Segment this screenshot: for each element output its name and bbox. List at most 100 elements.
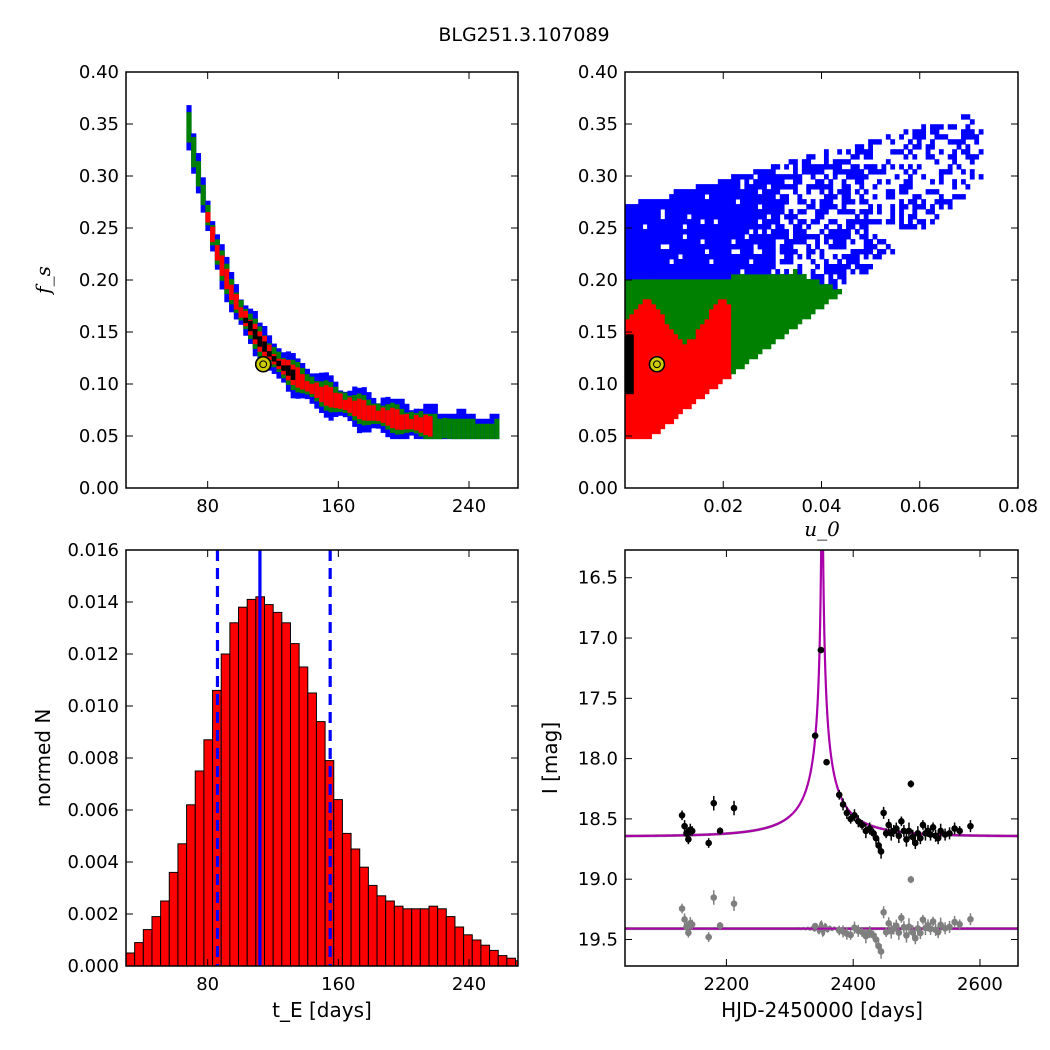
heatmap-cell-blue <box>651 199 657 205</box>
heatmap-cell-red <box>678 373 683 380</box>
heatmap-cell-green <box>713 278 719 285</box>
heatmap-cell-red <box>290 379 296 386</box>
heatmap-cell-blue <box>859 174 865 180</box>
heatmap-cell-blue <box>828 264 834 270</box>
heatmap-cell-green <box>766 303 772 310</box>
heatmap-cell-blue <box>722 189 728 195</box>
heatmap-cell-blue <box>793 229 798 235</box>
heatmap-cell-blue <box>629 273 635 280</box>
heatmap-cell-blue <box>846 184 851 190</box>
heatmap-cell-green <box>793 323 798 330</box>
heatmap-cell-green <box>629 288 635 295</box>
heatmap-cell-blue <box>938 174 944 180</box>
residual-point <box>811 922 819 930</box>
heatmap-cell-red <box>647 323 652 330</box>
fs-u0-heatmap <box>625 114 984 440</box>
heatmap-cell-blue <box>748 199 754 205</box>
heatmap-cell-blue <box>722 204 728 210</box>
heatmap-cell-blue <box>695 264 701 270</box>
histogram-bar <box>186 804 196 966</box>
heatmap-cell-green <box>682 288 688 295</box>
heatmap-cell-red <box>394 409 400 415</box>
heatmap-cell-blue <box>819 209 825 215</box>
heatmap-cell-red <box>664 353 670 360</box>
heatmap-cell-blue <box>938 199 944 205</box>
heatmap-cell-green <box>797 303 803 310</box>
heatmap-cell-blue <box>775 184 781 190</box>
heatmap-cell-red <box>678 353 683 360</box>
heatmap-cell-red <box>356 398 363 405</box>
heatmap-cell-blue <box>815 179 820 185</box>
heatmap-cell-blue <box>669 209 675 215</box>
heatmap-cell-blue <box>925 144 931 150</box>
histogram-bar <box>264 604 274 966</box>
heatmap-cell-blue <box>633 229 639 235</box>
residual-point <box>877 948 885 955</box>
heatmap-cell-black <box>271 356 277 362</box>
heatmap-cell-red <box>338 393 344 399</box>
heatmap-cell-blue <box>766 244 772 250</box>
heatmap-cell-red <box>655 423 661 430</box>
heatmap-cell-black <box>290 374 296 380</box>
heatmap-cell-green <box>731 273 736 280</box>
heatmap-cell-green <box>797 283 803 290</box>
heatmap-cell-blue <box>722 273 728 280</box>
heatmap-cell-blue <box>938 169 944 175</box>
heatmap-cell-blue <box>779 194 785 200</box>
heatmap-cell-blue <box>651 219 657 225</box>
residual-point <box>967 915 974 923</box>
heatmap-cell-red <box>660 348 666 355</box>
heatmap-cell-blue <box>801 209 807 215</box>
heatmap-cell-blue <box>717 259 723 265</box>
heatmap-cell-blue <box>695 184 701 190</box>
heatmap-cell-blue <box>651 234 657 240</box>
residual-point <box>956 920 963 928</box>
heatmap-cell-blue <box>726 259 732 265</box>
heatmap-cell-blue <box>726 244 732 250</box>
heatmap-cell-blue <box>877 239 882 245</box>
heatmap-cell-red <box>673 363 679 370</box>
heatmap-cell-red <box>633 403 639 410</box>
heatmap-cell-red <box>219 270 225 276</box>
heatmap-cell-green <box>748 338 754 345</box>
heatmap-cell-blue <box>859 219 865 225</box>
heatmap-cell-blue <box>700 273 705 280</box>
data-point <box>811 732 819 739</box>
heatmap-cell-blue <box>669 268 675 275</box>
heatmap-cell-blue <box>633 209 639 215</box>
heatmap-cell-red <box>713 303 719 310</box>
y-tick-label: 0.006 <box>67 800 119 821</box>
heatmap-cell-blue <box>304 368 310 375</box>
heatmap-cell-red <box>651 428 657 435</box>
heatmap-cell-green <box>815 303 820 310</box>
heatmap-cell-red <box>655 338 661 345</box>
heatmap-cell-blue <box>660 273 666 280</box>
heatmap-cell-blue <box>934 124 940 130</box>
heatmap-cell-green <box>770 278 776 285</box>
heatmap-cell-blue <box>815 264 820 270</box>
heatmap-cell-blue <box>748 268 754 275</box>
heatmap-cell-blue <box>762 194 767 200</box>
heatmap-cell-blue <box>669 273 675 280</box>
heatmap-cell-blue <box>722 184 728 190</box>
heatmap-cell-green <box>832 288 838 295</box>
heatmap-cell-green <box>673 323 679 330</box>
heatmap-cell-red <box>673 343 679 350</box>
heatmap-cell-green <box>709 298 714 305</box>
heatmap-cell-blue <box>682 254 688 260</box>
heatmap-cell-blue <box>647 214 652 220</box>
heatmap-cell-red <box>371 410 377 416</box>
heatmap-cell-red <box>638 413 644 420</box>
heatmap-cell-red <box>295 372 301 378</box>
heatmap-cell-blue <box>766 249 772 255</box>
heatmap-cell-green <box>744 313 750 320</box>
heatmap-cell-blue <box>744 209 750 215</box>
heatmap-cell-red <box>642 358 648 365</box>
heatmap-cell-blue <box>841 199 847 205</box>
heatmap-cell-blue <box>868 209 873 215</box>
heatmap-cell-green <box>660 288 666 295</box>
heatmap-cell-red <box>700 348 705 355</box>
heatmap-cell-red <box>633 348 639 355</box>
heatmap-cell-green <box>757 343 763 350</box>
heatmap-cell-blue <box>828 219 834 225</box>
